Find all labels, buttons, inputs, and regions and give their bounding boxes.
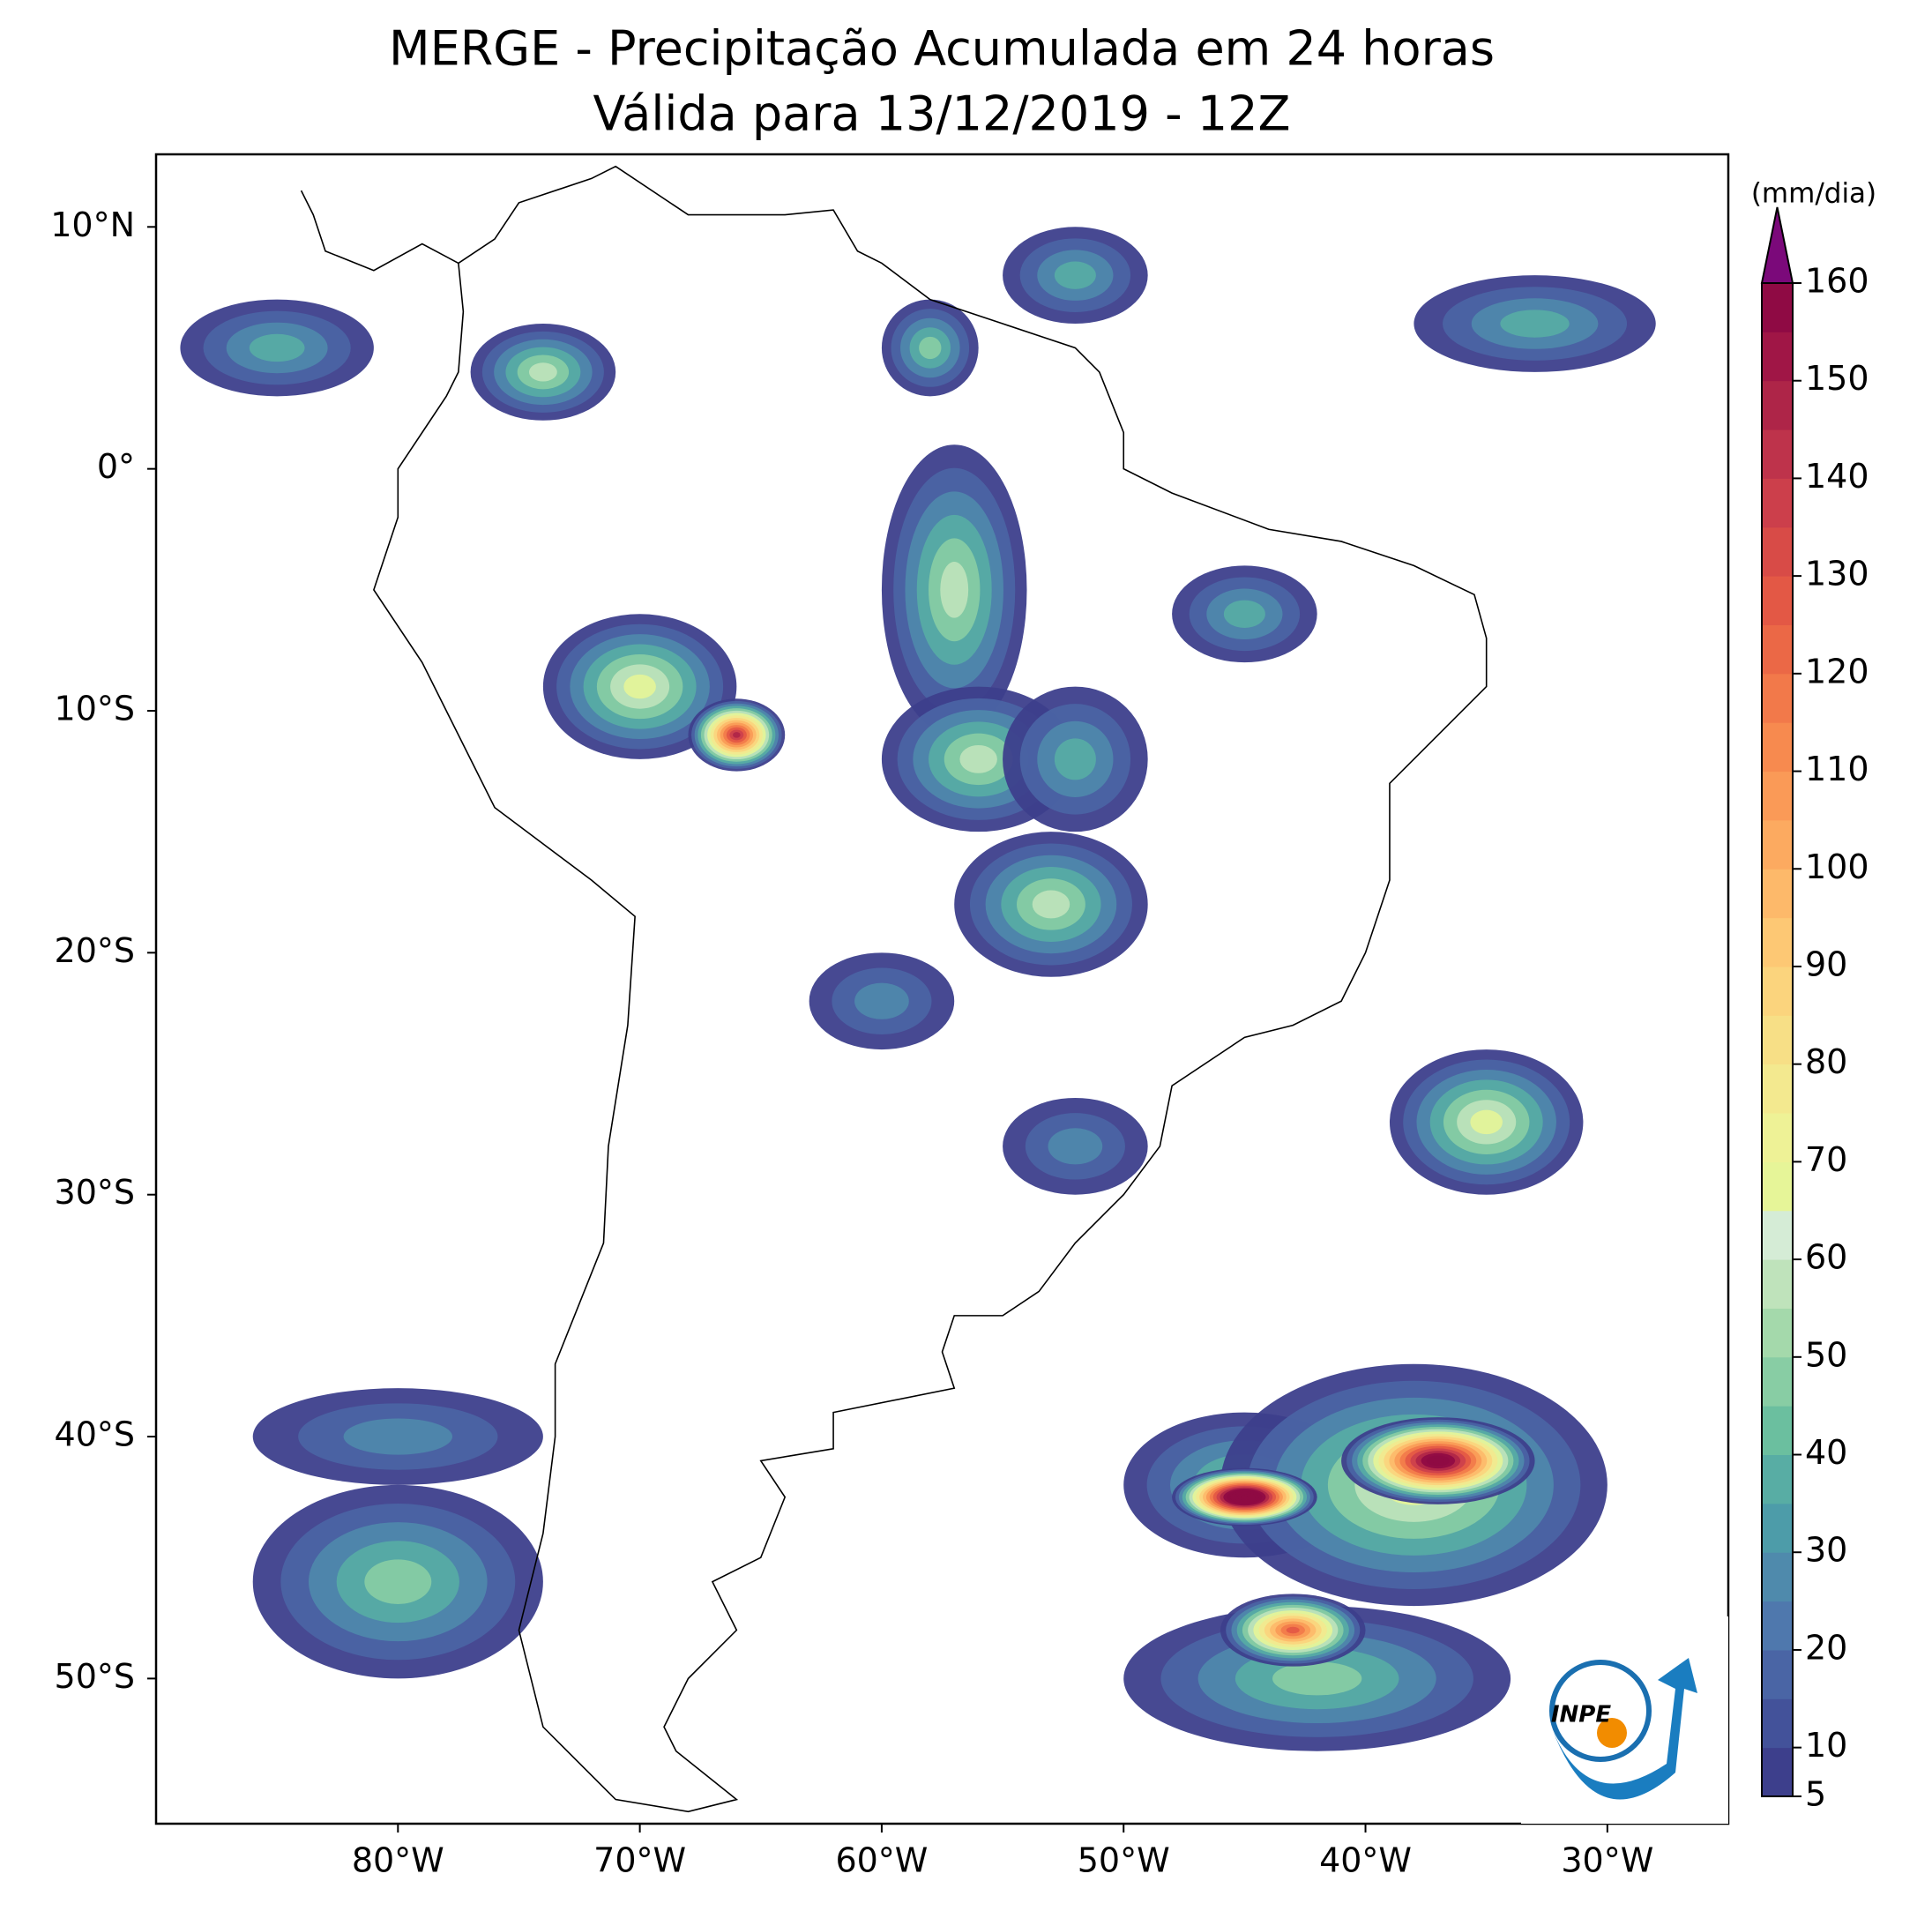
colorbar-label: (mm/dia) <box>1751 178 1876 210</box>
colorbar-band <box>1762 1552 1793 1602</box>
colorbar-band <box>1762 1161 1793 1212</box>
precip-area <box>623 674 656 699</box>
colorbar-band <box>1762 576 1793 625</box>
colorbar-extend <box>1760 206 1794 284</box>
precip-area <box>1500 310 1570 338</box>
logo-arrow <box>1552 1658 1697 1800</box>
colorbar-band <box>1762 966 1793 1016</box>
colorbar-band <box>1762 526 1793 577</box>
colorbar-band <box>1762 1308 1793 1358</box>
colorbar-band <box>1762 771 1793 821</box>
colorbar-band <box>1762 624 1793 675</box>
colorbar-band <box>1762 478 1793 528</box>
colorbar-tick-label: 90 <box>1805 944 1847 983</box>
precip-area <box>1223 600 1265 628</box>
y-tick-label: 10°S <box>55 690 135 728</box>
y-tick-label: 30°S <box>55 1173 135 1212</box>
colorbar-band <box>1762 1698 1793 1749</box>
precip-area <box>1272 1661 1362 1696</box>
colorbar-frame <box>1761 282 1794 1797</box>
colorbar-tick-label: 5 <box>1805 1775 1826 1814</box>
precip-area <box>1054 261 1096 289</box>
map <box>180 165 1656 1813</box>
y-tick-label: 20°S <box>55 931 135 970</box>
colorbar-tick-label: 150 <box>1805 359 1869 398</box>
colorbar-band <box>1762 1406 1793 1456</box>
precip-area <box>1286 1626 1300 1634</box>
colorbar-band <box>1762 1259 1793 1309</box>
colorbar-band <box>1762 917 1793 967</box>
y-tick-label: 10°N <box>50 205 135 244</box>
colorbar-tick-label: 80 <box>1805 1042 1847 1081</box>
colorbar-band <box>1762 722 1793 773</box>
precip-area <box>733 732 741 738</box>
colorbar-tick-label: 10 <box>1805 1726 1847 1765</box>
colorbar-band <box>1762 1601 1793 1651</box>
colorbar-band <box>1762 1113 1793 1162</box>
colorbar-tick-label: 30 <box>1805 1531 1847 1570</box>
colorbar-tick-label: 110 <box>1805 750 1869 788</box>
logo-ring <box>1549 1660 1652 1762</box>
colorbar-tick-label: 70 <box>1805 1140 1847 1179</box>
colorbar-tick-label: 50 <box>1805 1335 1847 1374</box>
colorbar-band <box>1762 1747 1793 1797</box>
x-tick-label: 40°W <box>1319 1841 1412 1880</box>
precip-area <box>343 1418 453 1455</box>
colorbar-tick-label: 60 <box>1805 1238 1847 1277</box>
precip-area <box>959 744 997 773</box>
colorbar-band <box>1762 1356 1793 1407</box>
precip-area <box>919 336 942 360</box>
y-tick-label: 0° <box>97 447 135 486</box>
colorbar-tick-label: 40 <box>1805 1433 1847 1472</box>
colorbar-band <box>1762 1503 1793 1553</box>
colorbar-band <box>1762 869 1793 919</box>
colorbar-band <box>1762 380 1793 430</box>
colorbar-band <box>1762 1064 1793 1114</box>
precip-area <box>249 333 305 362</box>
colorbar-band <box>1762 673 1793 723</box>
precip-area <box>1054 738 1096 780</box>
colorbar-band <box>1762 1649 1793 1699</box>
x-tick-label: 60°W <box>835 1841 928 1880</box>
precip-area <box>1431 1458 1445 1464</box>
title-line: MERGE - Precipitação Acumulada em 24 hor… <box>389 21 1495 77</box>
y-tick-label: 50°S <box>55 1657 135 1696</box>
colorbar-band <box>1762 1454 1793 1504</box>
precip-area <box>528 362 557 382</box>
coastline <box>300 165 1488 1813</box>
precip-area <box>1470 1109 1503 1135</box>
x-tick-label: 70°W <box>593 1841 686 1880</box>
colorbar-tick-label: 120 <box>1805 652 1869 690</box>
logo-text: INPE <box>1551 1702 1611 1728</box>
logo: INPE <box>1521 1616 1728 1824</box>
colorbar-tick-label: 20 <box>1805 1628 1847 1667</box>
colorbar-band <box>1762 819 1793 870</box>
title-line: Válida para 13/12/2019 - 12Z <box>593 86 1291 142</box>
colorbar-tick-label: 140 <box>1805 457 1869 496</box>
colorbar-band <box>1762 332 1793 382</box>
x-tick-label: 50°W <box>1078 1841 1170 1880</box>
precip-area <box>1240 1495 1249 1499</box>
precip-area <box>364 1559 432 1604</box>
colorbar-tick-label: 130 <box>1805 555 1869 593</box>
colorbar-band <box>1762 1210 1793 1260</box>
colorbar-band <box>1762 429 1793 479</box>
logo-dot <box>1597 1718 1627 1748</box>
precip-area <box>1032 890 1070 919</box>
colorbar-band <box>1762 283 1793 332</box>
x-tick-label: 30°W <box>1561 1841 1653 1880</box>
precip-area <box>940 561 969 618</box>
x-tick-label: 80°W <box>352 1841 444 1880</box>
precip-area <box>1048 1128 1103 1165</box>
y-tick-label: 40°S <box>55 1415 135 1454</box>
precip-area <box>854 982 909 1019</box>
colorbar-tick-label: 160 <box>1805 262 1869 301</box>
colorbar-band <box>1762 1015 1793 1065</box>
colorbar-tick-label: 100 <box>1805 847 1869 886</box>
map-frame <box>154 153 1730 1825</box>
